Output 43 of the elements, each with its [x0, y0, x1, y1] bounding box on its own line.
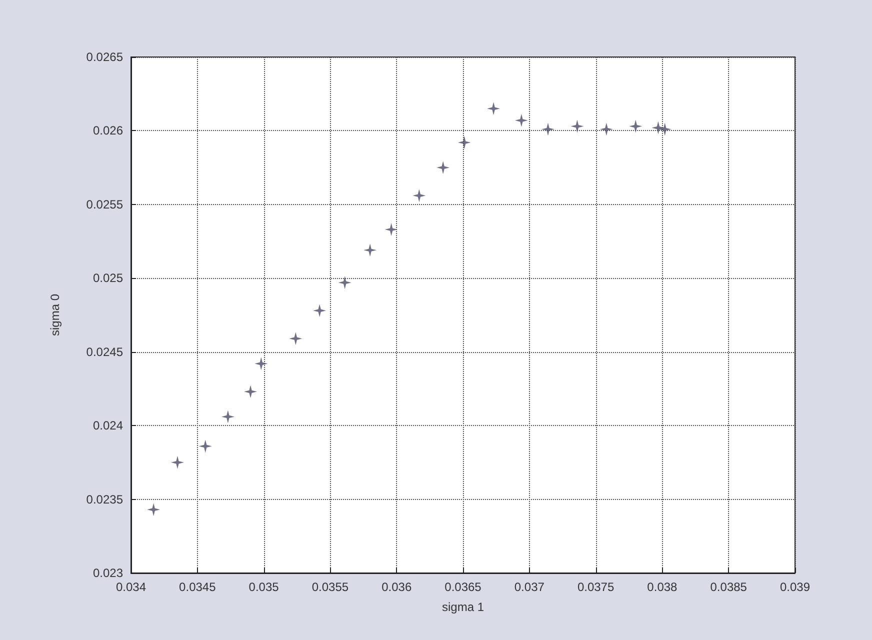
x-axis-title: sigma 1 — [442, 600, 484, 614]
point — [338, 276, 352, 290]
y-tick-label: 0.024 — [92, 418, 124, 433]
y-tick-label: 0.0255 — [86, 197, 124, 212]
x-tick-label: 0.0365 — [444, 580, 482, 594]
point — [384, 222, 398, 236]
point — [436, 161, 450, 174]
point — [514, 114, 528, 127]
point — [487, 102, 500, 116]
point — [170, 456, 184, 469]
point — [600, 122, 613, 136]
y-tick-label: 0.026 — [92, 124, 124, 138]
x-tick-label: 0.034 — [116, 580, 146, 594]
point — [652, 121, 665, 134]
y-tick-label: 0.0235 — [86, 492, 124, 506]
x-tick-label: 0.0355 — [312, 580, 349, 594]
x-tick-label: 0.036 — [382, 580, 412, 594]
point — [570, 120, 584, 133]
x-tick-label: 0.038 — [647, 580, 678, 594]
x-tick-label: 0.0345 — [179, 580, 216, 594]
x-tick-label: 0.039 — [780, 580, 810, 594]
point — [313, 304, 326, 318]
point — [364, 244, 377, 257]
point — [254, 357, 268, 370]
y-tick-label: 0.0265 — [86, 50, 124, 64]
point — [289, 332, 302, 346]
point — [198, 440, 212, 453]
point — [147, 503, 160, 516]
x-tick-label: 0.0385 — [710, 580, 748, 594]
point — [541, 122, 554, 136]
point — [629, 120, 642, 133]
y-tick-label: 0.025 — [92, 271, 124, 286]
x-tick-label: 0.035 — [248, 580, 280, 594]
y-tick-label: 0.0245 — [86, 344, 124, 359]
x-tick-label: 0.037 — [514, 580, 545, 594]
point — [458, 136, 471, 150]
point — [412, 189, 426, 202]
point — [244, 385, 258, 398]
y-tick-label: 0.023 — [92, 566, 124, 580]
y-axis-title: sigma 0 — [48, 294, 62, 336]
point — [658, 122, 672, 136]
point — [221, 410, 234, 424]
x-tick-label: 0.0375 — [577, 580, 614, 594]
